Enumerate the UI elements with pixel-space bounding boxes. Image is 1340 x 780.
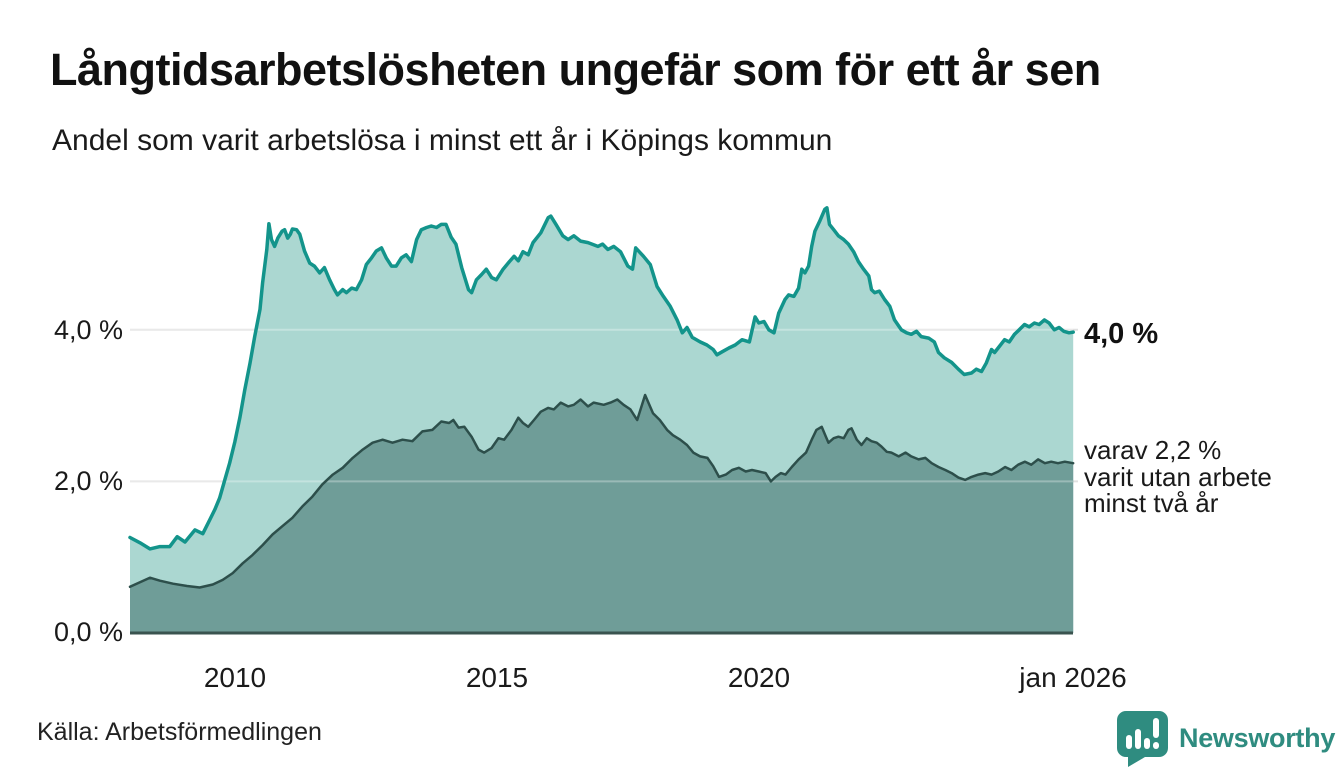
- end-value-label: 4,0 %: [1084, 318, 1159, 350]
- series-two-year-line: [128, 393, 1075, 589]
- series-total-line: [128, 206, 1075, 551]
- x-axis-label-jan-2026: jan 2026: [1019, 662, 1127, 693]
- two-year-annotation: varav 2,2 % varit utan arbete minst två …: [1084, 437, 1272, 517]
- bar-short: [1144, 738, 1150, 749]
- x-axis-label-2015: 2015: [465, 662, 529, 693]
- series-two-year-area: [130, 395, 1074, 633]
- newsworthy-logo: Newsworthy: [1114, 708, 1335, 768]
- bar-medium: [1135, 729, 1141, 749]
- two-year-annotation-line2: varit utan arbete: [1084, 461, 1272, 492]
- y-axis-label-0: 0,0 %: [53, 617, 123, 647]
- x-axis-label-2010: 2010: [203, 662, 267, 693]
- two-year-annotation-line1: varav 2,2 %: [1084, 435, 1222, 465]
- bar-small: [1126, 735, 1132, 749]
- two-year-annotation-line3: minst två år: [1084, 488, 1219, 518]
- speech-bubble-shape: [1117, 711, 1168, 767]
- exclamation-bar: [1153, 718, 1159, 738]
- source-credit: Källa: Arbetsförmedlingen: [37, 718, 322, 746]
- newsworthy-logo-icon: [1117, 711, 1168, 767]
- y-axis-label-2: 2,0 %: [53, 466, 123, 496]
- exclamation-dot: [1153, 742, 1159, 749]
- chart-subtitle: Andel som varit arbetslösa i minst ett å…: [52, 124, 833, 157]
- y-axis-label-4: 4,0 %: [53, 315, 123, 345]
- page-title: Långtidsarbetslösheten ungefär som för e…: [50, 44, 1101, 95]
- x-axis-label-2020: 2020: [727, 662, 791, 693]
- brand-name: Newsworthy: [1179, 722, 1336, 753]
